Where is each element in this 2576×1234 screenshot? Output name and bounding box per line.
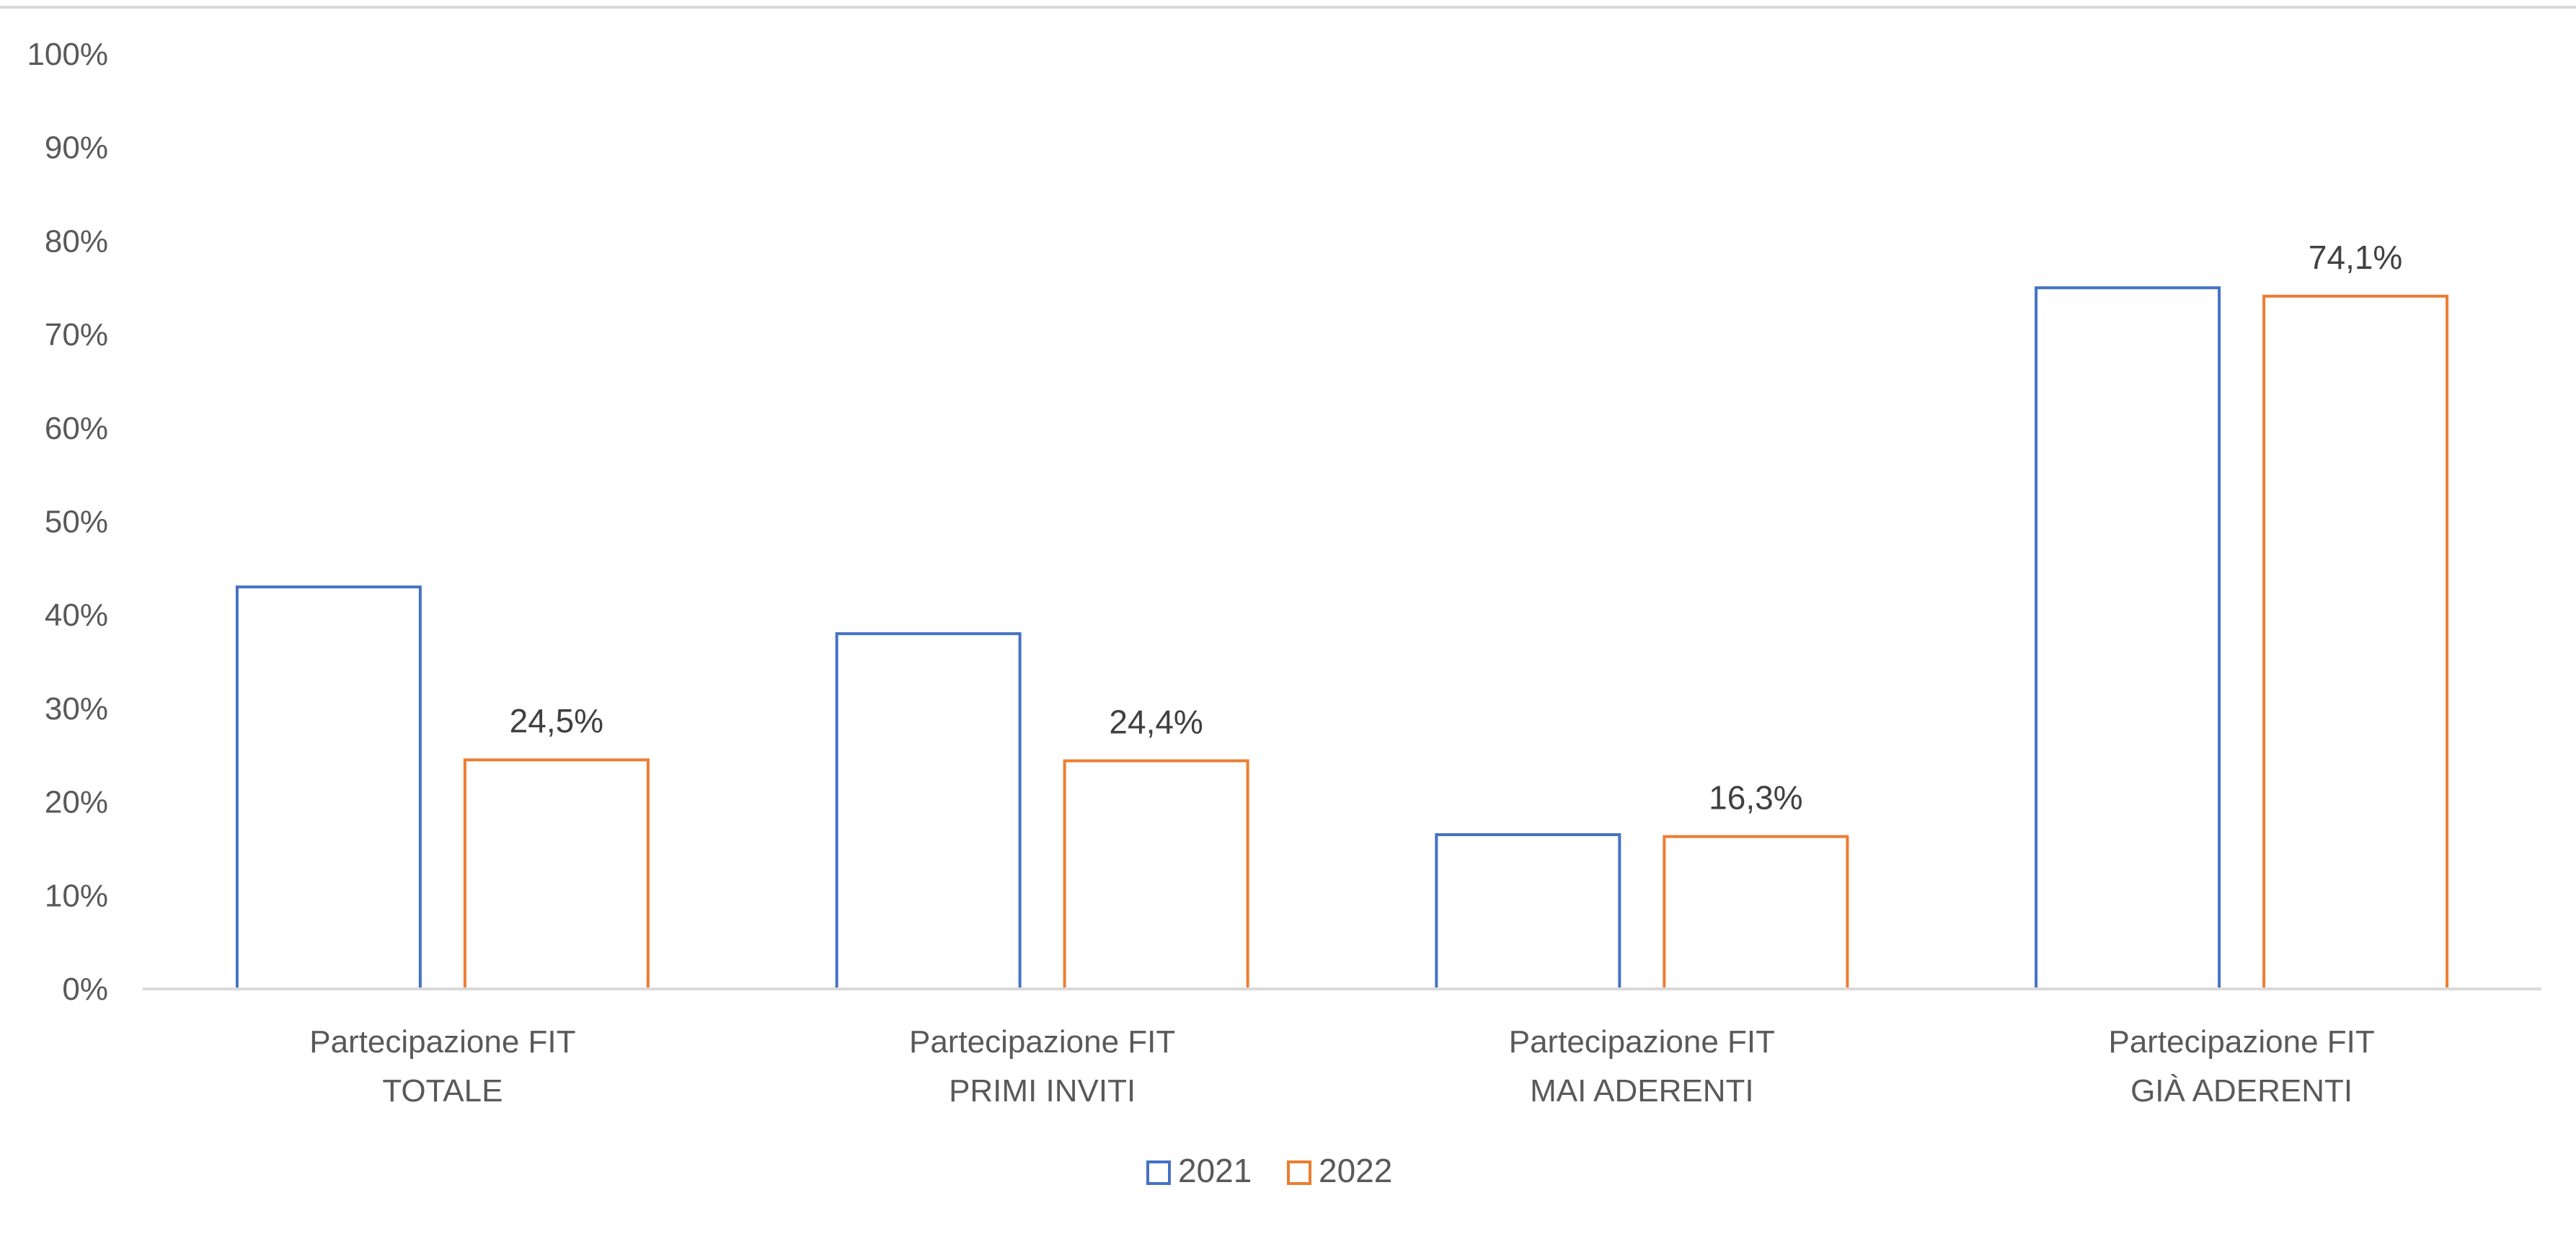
y-tick-label: 10% [45,878,108,913]
x-category-label: Partecipazione FIT [909,1024,1175,1060]
y-tick-label: 0% [62,972,108,1007]
x-category-label: GIÀ ADERENTI [2130,1073,2353,1109]
y-tick-label: 90% [45,130,108,166]
bar-2021 [835,632,1022,990]
legend-swatch-2022 [1287,1160,1311,1185]
y-tick-label: 40% [45,598,108,633]
x-category-label: Partecipazione FIT [1509,1024,1775,1060]
legend: 2021 2022 [1146,1152,1392,1189]
data-labels: 24,5% 24,4% 16,3% 74,1% [510,239,2403,817]
y-tick-label: 20% [45,785,108,820]
bars [235,286,2449,991]
x-category-label: Partecipazione FIT [309,1024,575,1060]
x-category-label: TOTALE [382,1073,503,1109]
x-category-label: MAI ADERENTI [1530,1073,1754,1109]
x-category-label: PRIMI INVITI [949,1073,1136,1109]
bar-2022 [1663,835,1849,990]
y-tick-label: 60% [45,411,108,446]
legend-label: 2022 [1319,1152,1392,1189]
bar-2022 [1063,759,1249,990]
legend-swatch-2021 [1146,1160,1171,1185]
y-tick-label: 30% [45,691,108,727]
data-label: 24,5% [510,702,603,740]
legend-label: 2021 [1178,1152,1252,1189]
bar-2022 [2262,294,2449,991]
y-axis: 0% 10% 20% 30% 40% 50% 60% 70% 80% 90% 100% [27,37,108,1007]
data-label: 16,3% [1709,779,1802,817]
data-label: 74,1% [2309,239,2402,276]
x-axis: Partecipazione FIT TOTALE Partecipazione F… [143,987,2541,1109]
bar-2022 [463,758,650,990]
y-tick-label: 100% [27,37,108,72]
bar-2021 [1435,833,1621,990]
y-tick-label: 50% [45,505,108,540]
bar-2021 [2035,286,2221,990]
y-tick-label: 70% [45,317,108,352]
x-category-label: Partecipazione FIT [2108,1024,2374,1060]
y-tick-label: 80% [45,223,108,259]
bar-2021 [235,585,422,990]
data-label: 24,4% [1109,703,1203,741]
